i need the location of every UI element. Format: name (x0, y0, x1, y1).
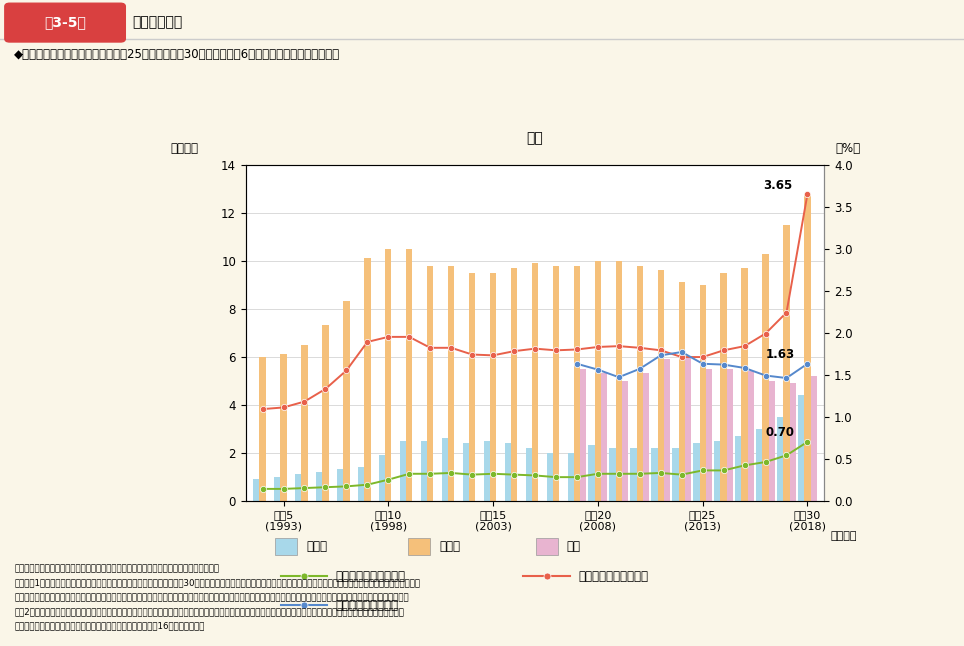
Bar (741, 268, 748, 501)
Bar (643, 373, 649, 501)
Bar (552, 266, 559, 501)
Text: （出典）文部科学省「児童生徒の問題行動・不登校等生徒指導上の諸課題に関する調査」: （出典）文部科学省「児童生徒の問題行動・不登校等生徒指導上の諸課題に関する調査」 (14, 565, 220, 574)
Bar (547, 453, 552, 501)
Bar (630, 448, 636, 501)
Text: 2．調査対象は、国公私立の小学校・中学校・高等学校（小学校には義務教育学校前期課程、中学校には義務教育学校後期課程及び中等教育学校前期課程、高等学校: 2．調査対象は、国公私立の小学校・中学校・高等学校（小学校には義務教育学校前期課… (14, 607, 404, 616)
Text: 小学校: 小学校 (306, 540, 327, 553)
Bar (784, 225, 790, 501)
Bar (609, 448, 616, 501)
Bar (504, 443, 511, 501)
Bar (580, 369, 586, 501)
Bar (568, 453, 574, 501)
Bar (736, 436, 741, 501)
Bar (337, 470, 343, 501)
Bar (281, 354, 286, 501)
Bar (490, 273, 496, 501)
Bar (409, 538, 430, 554)
Bar (714, 441, 720, 501)
Bar (601, 373, 607, 501)
Text: 小学校（割合、右軸）: 小学校（割合、右軸） (335, 570, 406, 583)
Bar (525, 448, 532, 501)
Bar (763, 253, 768, 501)
Bar (574, 266, 580, 501)
Text: 高校（割合、右軸）: 高校（割合、右軸） (335, 599, 398, 612)
Bar (652, 448, 657, 501)
Text: 中学校（割合、右軸）: 中学校（割合、右軸） (578, 570, 649, 583)
Bar (693, 443, 700, 501)
Bar (469, 273, 475, 501)
Bar (463, 443, 469, 501)
Bar (700, 285, 706, 501)
Bar (672, 448, 679, 501)
Bar (322, 326, 329, 501)
Bar (657, 270, 664, 501)
Bar (595, 261, 601, 501)
Bar (790, 383, 796, 501)
Text: 高校: 高校 (566, 540, 580, 553)
Bar (756, 429, 763, 501)
Bar (364, 258, 370, 501)
Bar (379, 455, 386, 501)
Bar (406, 249, 413, 501)
Text: 3.65: 3.65 (763, 178, 792, 192)
Text: （年度）: （年度） (830, 531, 856, 541)
Bar (316, 472, 322, 501)
Bar (748, 371, 754, 501)
Text: 推移: 推移 (526, 131, 544, 145)
Text: 中学校: 中学校 (439, 540, 460, 553)
Bar (511, 268, 518, 501)
Bar (302, 345, 308, 501)
Bar (811, 376, 817, 501)
Text: 1.63: 1.63 (765, 348, 795, 361)
Bar (706, 369, 712, 501)
Text: （万人）: （万人） (171, 141, 199, 154)
Text: （注）　1．ここでいう不登校児童生徒とは、年度間に連続又は断続しゆ30日以上欠席した児童生徒のうち不登校を理由とする者。不登校とは、何らかの心理的、情緒的、身: （注） 1．ここでいう不登校児童生徒とは、年度間に連続又は断続しゆ30日以上欠席… (14, 579, 420, 588)
Text: ◆小学生・中学生の不登校は、平成25年度から平成30年度にかけて6年続けて前年より増加した。: ◆小学生・中学生の不登校は、平成25年度から平成30年度にかけて6年続けて前年よ… (14, 48, 340, 61)
Bar (636, 266, 643, 501)
Bar (684, 357, 691, 501)
Bar (427, 266, 434, 501)
Bar (484, 441, 490, 501)
Text: 体的、あるいは社会的要因・背景により、子供が登校しないあるいはしたくともできない状況にあること（ただし、病気や経済的理由によるものを除く）をいう。: 体的、あるいは社会的要因・背景により、子供が登校しないあるいはしたくともできない… (14, 593, 409, 602)
Bar (259, 357, 266, 501)
Bar (276, 538, 297, 554)
Bar (622, 380, 629, 501)
Text: 不登校の状況: 不登校の状況 (132, 16, 182, 30)
Bar (442, 438, 448, 501)
Bar (254, 479, 259, 501)
Bar (616, 261, 622, 501)
Text: には中等教育学校後期課程を含む）。高等学校は平成16年度から調査。: には中等教育学校後期課程を含む）。高等学校は平成16年度から調査。 (14, 621, 204, 630)
Bar (768, 380, 775, 501)
Bar (679, 282, 684, 501)
Bar (727, 369, 733, 501)
Bar (386, 249, 391, 501)
Bar (532, 263, 538, 501)
Text: 0.70: 0.70 (765, 426, 794, 439)
Bar (343, 302, 350, 501)
Bar (400, 441, 406, 501)
Bar (536, 538, 557, 554)
FancyBboxPatch shape (5, 3, 125, 42)
Bar (664, 359, 670, 501)
Text: （%）: （%） (836, 141, 861, 154)
Text: 第3-5図: 第3-5図 (44, 16, 86, 30)
Bar (295, 474, 302, 501)
Bar (448, 266, 454, 501)
Bar (421, 441, 427, 501)
Bar (798, 395, 804, 501)
Bar (777, 417, 784, 501)
Bar (804, 194, 811, 501)
Bar (358, 467, 364, 501)
Bar (274, 477, 281, 501)
Bar (720, 273, 727, 501)
Bar (588, 446, 595, 501)
